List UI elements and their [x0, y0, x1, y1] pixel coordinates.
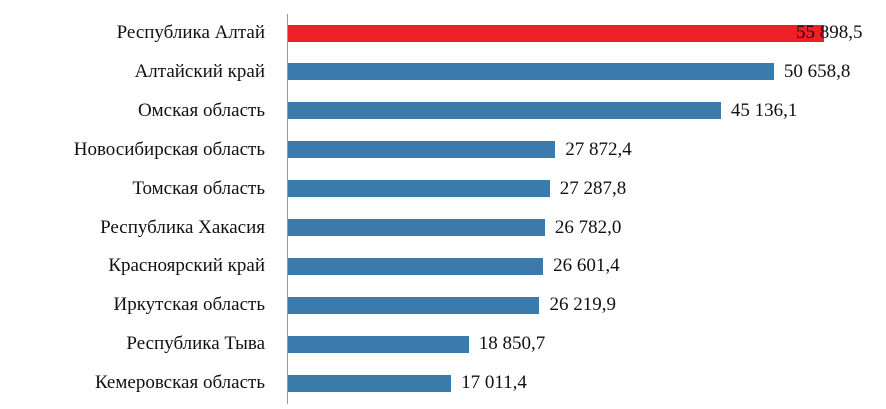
data-label: 45 136,1 [730, 99, 798, 121]
bar [288, 257, 544, 275]
data-label: 26 601,4 [553, 255, 620, 277]
category-label: Новосибирская область [73, 138, 265, 160]
bar [288, 335, 469, 353]
bar [288, 24, 825, 42]
y-axis-line [287, 14, 288, 404]
bar [288, 374, 452, 392]
category-label: Алтайский край [134, 60, 265, 82]
data-label: 18 850,7 [478, 333, 546, 355]
bar [288, 219, 545, 236]
bar [288, 180, 550, 198]
bar [288, 63, 774, 81]
data-label: 27 287,8 [559, 177, 627, 199]
bar [288, 102, 721, 120]
data-label: 26 782,0 [554, 216, 622, 238]
data-label: 27 872,4 [565, 138, 632, 160]
data-label: 17 011,4 [461, 372, 527, 394]
data-label: 50 658,8 [783, 60, 851, 82]
bar [288, 296, 540, 314]
data-label: 26 219,9 [549, 294, 616, 316]
category-label: Кемеровская область [94, 372, 265, 394]
bar [288, 141, 556, 159]
category-label: Иркутская область [113, 294, 265, 316]
category-label: Республика Хакасия [100, 216, 265, 238]
category-label: Республика Алтай [116, 22, 265, 43]
category-label: Томская область [132, 177, 265, 199]
category-label: Красноярский край [108, 255, 265, 277]
category-label: Республика Тыва [126, 333, 265, 355]
category-label: Омская область [137, 99, 265, 121]
data-label: 55 898,5 [796, 22, 863, 43]
